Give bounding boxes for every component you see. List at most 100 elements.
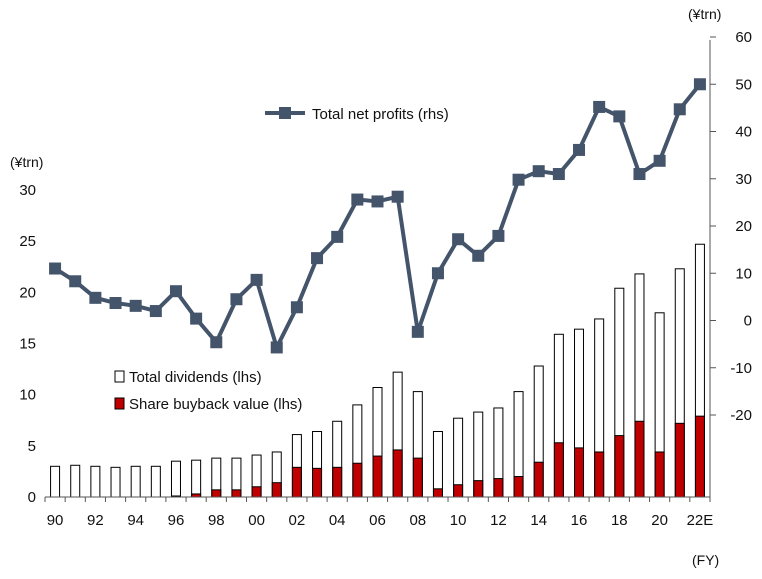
- left-axis-unit: (¥trn): [10, 154, 43, 170]
- net-profits-point: [69, 275, 82, 288]
- net-profits-point: [250, 273, 263, 286]
- buyback-bar: [251, 486, 262, 498]
- x-tick-label: 94: [127, 512, 144, 529]
- net-profits-point: [532, 165, 545, 178]
- left-tick-label: 15: [19, 336, 36, 353]
- buyback-bar: [332, 466, 343, 498]
- buyback-bar: [312, 467, 323, 498]
- buyback-bar: [372, 455, 383, 498]
- right-tick-label: -10: [730, 360, 752, 377]
- net-profits-point: [210, 336, 223, 349]
- net-profits-point: [633, 168, 646, 181]
- buyback-bar: [392, 449, 403, 498]
- x-tick-label: 92: [87, 512, 104, 529]
- left-tick-label: 30: [19, 182, 36, 199]
- dividends-bar: [90, 465, 101, 498]
- x-tick-label: 22E: [687, 512, 714, 529]
- legend-net-profits-label: Total net profits (rhs): [312, 106, 449, 123]
- net-profits-point: [492, 229, 505, 242]
- net-profits-point: [371, 195, 384, 208]
- x-tick-label: 12: [490, 512, 507, 529]
- net-profits-point: [552, 168, 565, 181]
- net-profits-point: [331, 230, 344, 243]
- dividends-bar: [110, 466, 121, 498]
- net-profits-point: [673, 103, 686, 116]
- right-tick-label: 60: [735, 29, 752, 46]
- net-profits-point: [613, 110, 626, 123]
- right-tick-label: 40: [735, 124, 752, 141]
- net-profits-point: [431, 267, 444, 280]
- net-profits-point: [472, 249, 485, 262]
- buyback-bar: [513, 476, 524, 498]
- right-axis-unit: (¥trn): [688, 6, 721, 22]
- net-profits-point: [311, 252, 324, 265]
- legend-buyback-label: Share buyback value (lhs): [129, 396, 302, 413]
- net-profits-point: [653, 154, 666, 167]
- buyback-bar: [271, 482, 282, 498]
- net-profits-point: [693, 78, 706, 91]
- buyback-bar: [493, 478, 504, 498]
- buyback-bar: [352, 462, 363, 498]
- right-tick-label: 50: [735, 76, 752, 93]
- legend-dividends-swatch: [114, 370, 125, 383]
- legend-dividends-label: Total dividends (lhs): [129, 369, 262, 386]
- legend-net-profits-marker: [279, 107, 291, 119]
- net-profits-point: [411, 325, 424, 338]
- net-profits-point: [270, 341, 283, 354]
- net-profits-point: [230, 293, 243, 306]
- buyback-bar: [614, 435, 625, 498]
- left-axis-ticks: 0 5 10 15 20 25 30: [19, 182, 36, 506]
- net-profits-point: [49, 262, 62, 275]
- x-tick-label: 02: [289, 512, 306, 529]
- dividends-bar: [170, 460, 181, 498]
- x-tick-label: 98: [208, 512, 225, 529]
- x-tick-label: 18: [611, 512, 628, 529]
- dividends-bar: [50, 465, 61, 498]
- buyback-bar: [594, 451, 605, 498]
- x-tick-label: 96: [168, 512, 185, 529]
- buyback-bar: [432, 488, 443, 498]
- net-profits-point: [391, 190, 404, 203]
- buyback-bar: [291, 466, 302, 498]
- net-profits-point: [593, 100, 606, 113]
- legend-buyback: Share buyback value (lhs): [114, 396, 302, 413]
- x-tick-label: 90: [47, 512, 64, 529]
- net-profits-point: [290, 301, 303, 314]
- buyback-bar: [674, 422, 685, 498]
- net-profits-point: [89, 291, 102, 304]
- dividends-bar: [191, 459, 202, 498]
- buyback-bar: [553, 442, 564, 498]
- x-axis-unit: (FY): [692, 552, 719, 568]
- buyback-bar: [654, 451, 665, 498]
- dividends-bar: [130, 465, 141, 498]
- right-axis-ticks: -20 -10 0 10 20 30 40 50 60: [710, 29, 752, 424]
- buyback-bar: [231, 489, 242, 498]
- left-tick-label: 0: [28, 489, 36, 506]
- x-tick-label: 20: [651, 512, 668, 529]
- net-profits-point: [573, 143, 586, 156]
- x-tick-label: 04: [329, 512, 346, 529]
- net-profits-line-series: [49, 78, 706, 354]
- legend-buyback-swatch: [114, 397, 125, 410]
- buyback-bar: [634, 420, 645, 498]
- dividends-bar: [70, 464, 81, 498]
- left-tick-label: 25: [19, 233, 36, 250]
- legend-dividends: Total dividends (lhs): [114, 369, 262, 386]
- net-profits-point: [190, 312, 203, 325]
- buyback-bar: [473, 480, 484, 498]
- x-tick-label: 14: [530, 512, 547, 529]
- buyback-bar: [574, 447, 585, 498]
- dividends-bar: [150, 465, 161, 498]
- bars: [50, 243, 705, 498]
- right-tick-label: 20: [735, 218, 752, 235]
- net-profits-point: [149, 305, 162, 318]
- dividends-bar: [432, 431, 443, 498]
- left-tick-label: 10: [19, 387, 36, 404]
- net-profits-point: [351, 193, 364, 206]
- buyback-bar: [694, 415, 705, 498]
- x-tick-label: 08: [409, 512, 426, 529]
- x-tick-label: 16: [571, 512, 588, 529]
- net-profits-point: [169, 285, 182, 298]
- x-tick-label: 10: [450, 512, 467, 529]
